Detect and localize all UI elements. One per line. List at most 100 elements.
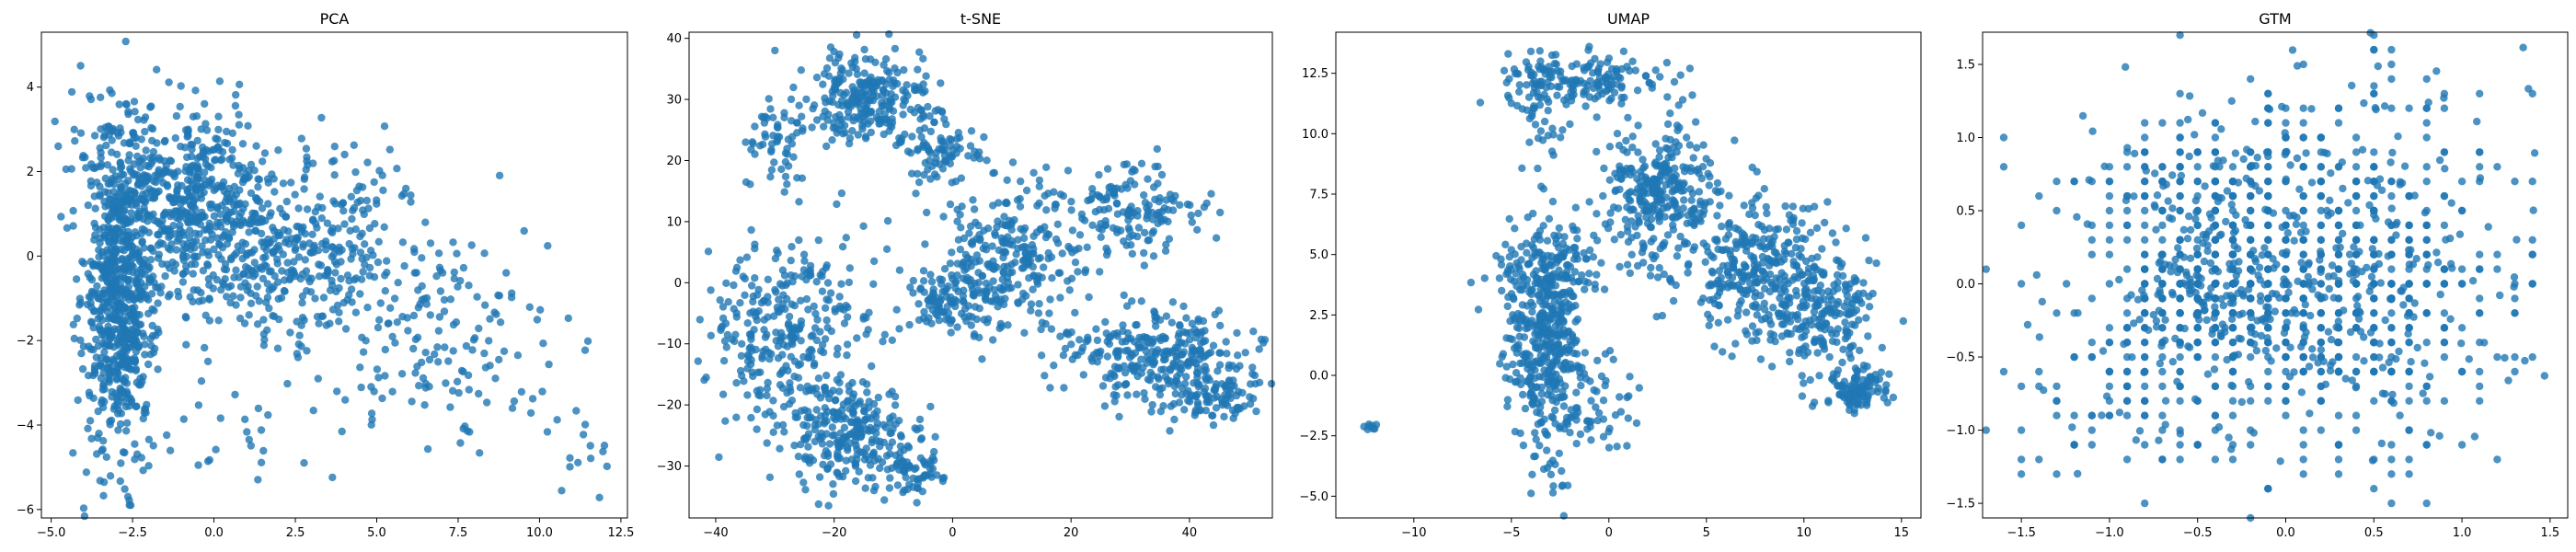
scatter-point [1234, 387, 1243, 396]
scatter-point [1760, 225, 1769, 235]
scatter-point [520, 226, 528, 236]
scatter-point [837, 97, 846, 105]
scatter-point [749, 139, 757, 148]
scatter-point [1753, 167, 1761, 176]
scatter-point [1865, 303, 1874, 311]
scatter-point [1655, 217, 1664, 225]
scatter-point [117, 459, 125, 467]
scatter-point [1724, 231, 1733, 239]
scatter-point [1133, 390, 1141, 398]
scatter-point [821, 335, 830, 343]
scatter-point [1669, 296, 1678, 305]
scatter-point [177, 82, 185, 90]
scatter-point [339, 207, 348, 215]
scatter-point [208, 230, 216, 238]
scatter-point [923, 208, 931, 217]
scatter-point [1011, 259, 1019, 267]
scatter-point [193, 286, 202, 294]
scatter-point [132, 269, 142, 277]
scatter-point [1179, 302, 1188, 311]
scatter-point [201, 343, 209, 352]
y-tick-label: 10 [666, 215, 682, 229]
scatter-point [795, 101, 803, 109]
scatter-point [190, 252, 199, 260]
scatter-point [831, 58, 840, 67]
scatter-point [1053, 220, 1063, 228]
scatter-point [753, 425, 761, 433]
scatter-point [365, 263, 374, 272]
y-tick-label: −2 [17, 335, 34, 349]
scatter-point [1016, 194, 1024, 203]
scatter-point [1202, 376, 1211, 385]
scatter-point [817, 347, 825, 355]
scatter-point [260, 149, 270, 157]
scatter-point [1804, 269, 1812, 277]
scatter-point [508, 289, 516, 297]
scatter-point [1628, 144, 1637, 152]
scatter-point [313, 313, 322, 321]
scatter-point [261, 253, 270, 261]
scatter-point [1838, 271, 1847, 281]
scatter-point [149, 442, 157, 450]
scatter-point [440, 295, 449, 305]
scatter-point [915, 48, 924, 56]
scatter-point [1568, 62, 1576, 71]
scatter-point [1089, 351, 1098, 360]
scatter-point [1622, 136, 1630, 145]
scatter-point [442, 379, 450, 387]
scatter-point [831, 307, 839, 316]
scatter-point [789, 83, 798, 92]
scatter-point [1593, 147, 1601, 156]
scatter-point [244, 121, 252, 130]
scatter-point [857, 448, 865, 456]
scatter-point [1711, 280, 1720, 288]
scatter-point [122, 427, 131, 435]
scatter-point [302, 144, 311, 153]
scatter-point [171, 207, 179, 215]
scatter-point [1581, 285, 1589, 293]
scatter-point [822, 430, 831, 438]
scatter-point [283, 379, 292, 388]
scatter-point [218, 279, 227, 287]
x-tick-label: 5.0 [367, 526, 386, 540]
scatter-point [1662, 134, 1670, 143]
scatter-point [1833, 338, 1841, 347]
scatter-point [1199, 316, 1208, 326]
scatter-point [767, 140, 776, 148]
scatter-point [293, 350, 301, 358]
scatter-point [766, 105, 775, 113]
scatter-point [941, 145, 949, 155]
scatter-point [1112, 200, 1121, 208]
scatter-point [979, 244, 988, 253]
scatter-point [113, 339, 121, 348]
scatter-point [765, 95, 773, 103]
scatter-point [351, 308, 361, 316]
scatter-point [326, 319, 334, 328]
scatter-point [421, 384, 430, 392]
scatter-point [1622, 191, 1631, 200]
scatter-point [812, 116, 822, 124]
scatter-point [212, 445, 220, 454]
scatter-point [1122, 302, 1132, 310]
scatter-point [872, 92, 881, 100]
scatter-point [1756, 242, 1765, 251]
scatter-point [1153, 346, 1162, 354]
scatter-point [1067, 340, 1075, 349]
scatter-point [241, 263, 250, 271]
scatter-point [983, 156, 991, 165]
scatter-point [253, 282, 261, 291]
scatter-point [165, 226, 173, 236]
y-tick-label: 0 [674, 277, 682, 291]
scatter-point [166, 446, 175, 454]
scatter-point [303, 153, 311, 161]
scatter-point [115, 333, 123, 342]
scatter-point [825, 395, 834, 403]
scatter-point [250, 259, 259, 267]
scatter-point [1731, 224, 1740, 233]
scatter-point [1616, 166, 1625, 174]
scatter-point [257, 458, 266, 466]
plot-frame [40, 31, 628, 519]
scatter-point [375, 316, 384, 324]
scatter-point [694, 357, 702, 365]
scatter-point [236, 314, 245, 323]
